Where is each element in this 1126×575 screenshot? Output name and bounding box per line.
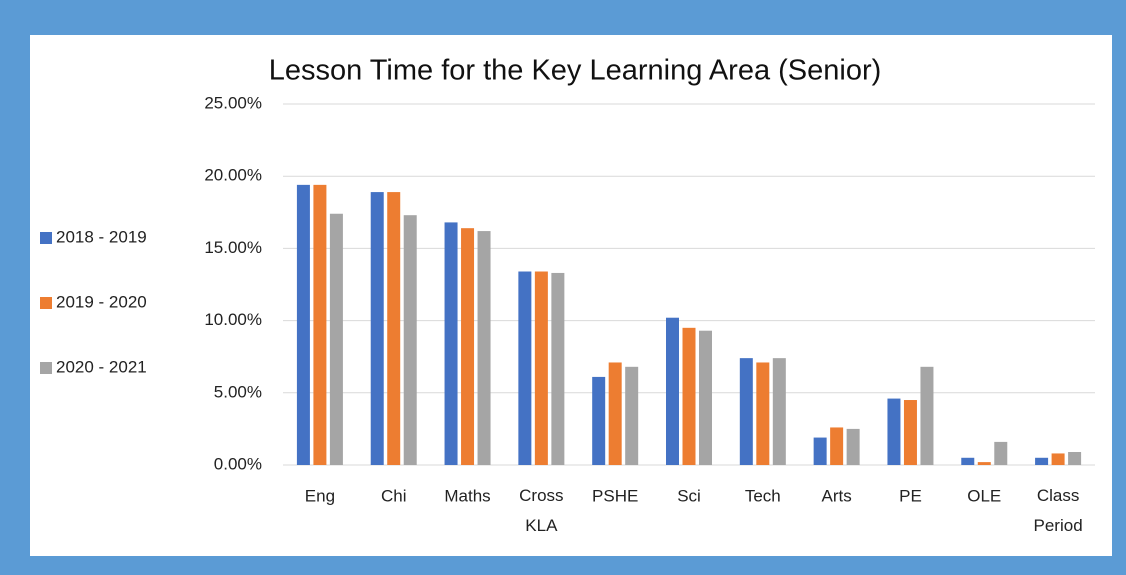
- y-tick-label: 15.00%: [204, 238, 262, 257]
- bar: [296, 184, 310, 465]
- bar: [666, 317, 679, 465]
- bar: [1068, 452, 1082, 465]
- legend-swatch: [40, 297, 52, 309]
- bar: [961, 457, 975, 465]
- bar: [977, 462, 991, 465]
- x-tick-label: Cross KLA: [519, 486, 563, 535]
- bar: [813, 437, 827, 465]
- y-tick-label: 0.00%: [214, 454, 262, 473]
- bar: [592, 376, 606, 465]
- bar: [329, 213, 343, 465]
- x-tick-label: PE: [899, 486, 922, 505]
- x-tick-label: Chi: [381, 486, 407, 505]
- bar: [461, 228, 475, 465]
- bar: [887, 398, 901, 465]
- y-tick-label: 5.00%: [214, 382, 262, 401]
- x-tick-label: Class Period: [1034, 486, 1083, 535]
- bar: [534, 271, 548, 465]
- x-tick-label: PSHE: [592, 486, 638, 505]
- bar: [1035, 457, 1049, 465]
- legend-swatch: [40, 362, 52, 374]
- bar: [699, 330, 712, 465]
- bar: [518, 271, 532, 465]
- bar: [682, 327, 696, 465]
- bar: [625, 366, 639, 465]
- bar: [313, 184, 327, 465]
- x-tick-label: Arts: [822, 486, 852, 505]
- bar: [772, 358, 786, 465]
- bar: [1051, 453, 1065, 465]
- legend-swatch: [40, 232, 52, 244]
- y-tick-label: 20.00%: [204, 166, 262, 185]
- legend-label: 2020 - 2021: [56, 357, 147, 376]
- bar: [739, 358, 753, 465]
- chart-area: [30, 35, 1112, 556]
- bar: [551, 272, 565, 465]
- y-tick-label: 10.00%: [204, 310, 262, 329]
- bar: [403, 215, 417, 465]
- legend-label: 2019 - 2020: [56, 292, 147, 311]
- bar: [903, 400, 917, 465]
- bar: [994, 441, 1008, 465]
- bar: [477, 231, 491, 465]
- bar: [370, 192, 384, 466]
- chart-title: Lesson Time for the Key Learning Area (S…: [269, 55, 882, 87]
- x-tick-label: Tech: [745, 486, 781, 505]
- bar: [387, 192, 401, 466]
- x-tick-label: OLE: [967, 486, 1001, 505]
- bar: [920, 366, 934, 465]
- bar: [846, 428, 860, 465]
- y-tick-label: 25.00%: [204, 93, 262, 112]
- x-tick-label: Eng: [305, 486, 335, 505]
- x-tick-label: Sci: [677, 486, 701, 505]
- bar: [608, 362, 622, 465]
- x-tick-label: Maths: [444, 486, 490, 505]
- bar: [756, 362, 770, 465]
- bar: [830, 427, 844, 465]
- bar: [444, 222, 458, 465]
- legend-label: 2018 - 2019: [56, 227, 147, 246]
